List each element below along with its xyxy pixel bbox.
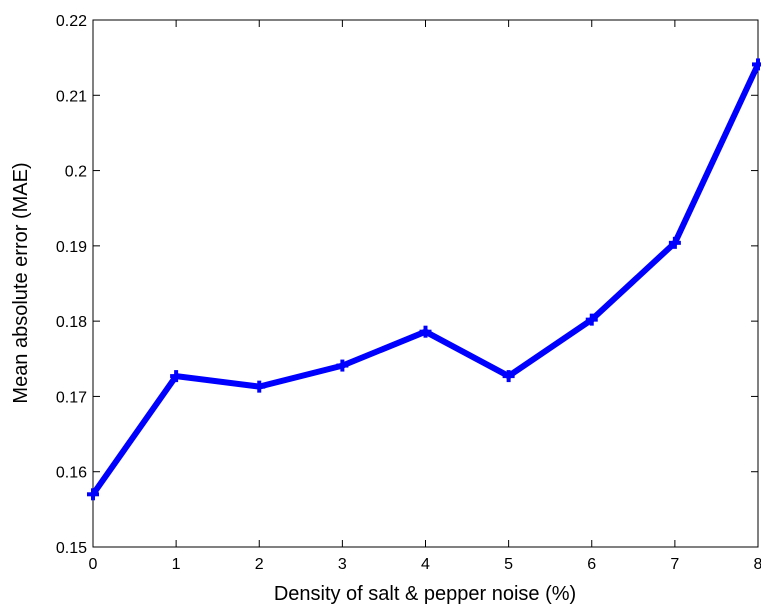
data-point bbox=[336, 359, 349, 372]
y-tick-labels: 0.15 0.16 0.17 0.18 0.19 0.2 0.21 0.22 bbox=[56, 13, 87, 557]
y-tick-label: 0.21 bbox=[56, 88, 87, 105]
data-point bbox=[419, 325, 432, 338]
data-point bbox=[170, 370, 183, 383]
y-tick-label: 0.2 bbox=[65, 164, 87, 181]
axis-ticks bbox=[92, 19, 759, 548]
x-tick-label: 1 bbox=[172, 556, 181, 573]
y-tick-label: 0.22 bbox=[56, 13, 87, 30]
x-tick-label: 3 bbox=[338, 556, 347, 573]
y-tick-label: 0.19 bbox=[56, 239, 87, 256]
y-tick-label: 0.18 bbox=[56, 314, 87, 331]
y-tick-label: 0.17 bbox=[56, 389, 87, 406]
data-point bbox=[668, 236, 681, 249]
x-tick-label: 2 bbox=[255, 556, 264, 573]
series-markers bbox=[87, 58, 761, 501]
x-tick-labels: 0 1 2 3 4 5 6 7 8 bbox=[89, 556, 761, 573]
data-point bbox=[253, 380, 266, 393]
x-tick-label: 7 bbox=[670, 556, 679, 573]
plot-area bbox=[92, 19, 759, 548]
data-point bbox=[87, 488, 99, 501]
data-point bbox=[502, 370, 515, 383]
data-point bbox=[752, 58, 761, 71]
x-tick-label: 6 bbox=[587, 556, 596, 573]
x-axis-title: Density of salt & pepper noise (%) bbox=[274, 583, 576, 605]
y-axis-title: Mean absolute error (MAE) bbox=[10, 162, 32, 403]
x-tick-label: 5 bbox=[504, 556, 513, 573]
y-tick-label: 0.16 bbox=[56, 465, 87, 482]
x-tick-label: 8 bbox=[754, 556, 761, 573]
x-tick-label: 0 bbox=[89, 556, 98, 573]
data-point bbox=[585, 313, 598, 326]
x-tick-label: 4 bbox=[421, 556, 430, 573]
y-tick-label: 0.15 bbox=[56, 540, 87, 557]
